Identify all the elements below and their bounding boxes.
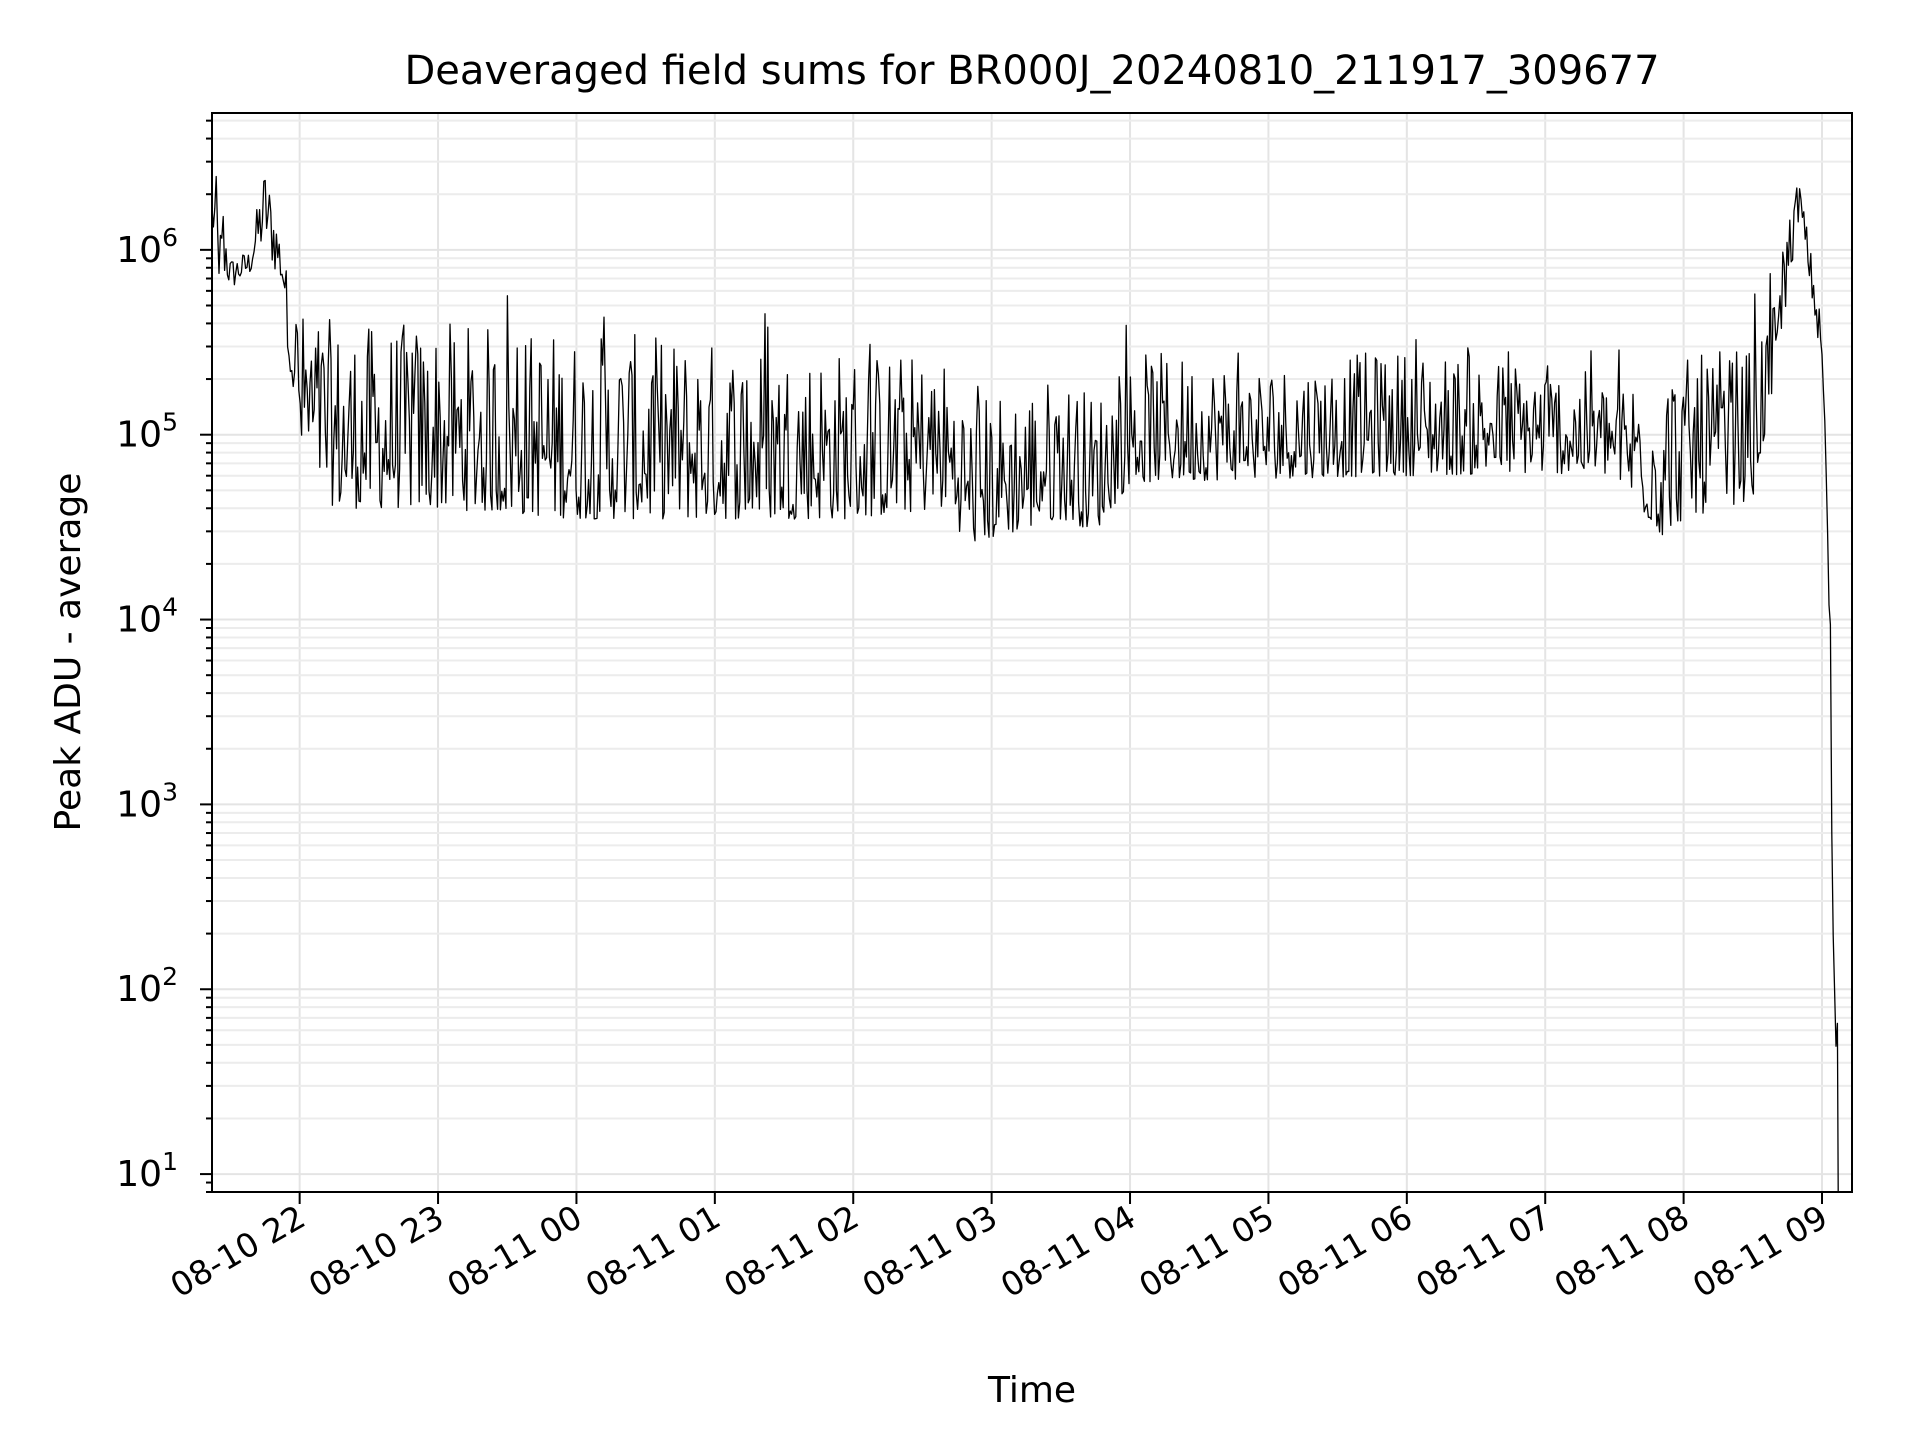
y-tick-label: 104 [116, 593, 178, 641]
y-tick-label: 105 [116, 408, 178, 456]
x-axis-label: Time [987, 1370, 1076, 1411]
series-line [211, 175, 1839, 1193]
grid [212, 113, 1852, 1192]
plot-frame [211, 112, 1853, 1193]
y-axis-label: Peak ADU - average [48, 473, 89, 832]
y-tick-label: 102 [116, 962, 178, 1010]
y-tick-label: 101 [116, 1147, 178, 1195]
y-tick-label: 106 [116, 223, 178, 271]
plot-data [211, 175, 1839, 1193]
y-tick-label: 103 [116, 777, 178, 825]
chart-title: Deaveraged field sums for BR000J_2024081… [404, 48, 1659, 94]
